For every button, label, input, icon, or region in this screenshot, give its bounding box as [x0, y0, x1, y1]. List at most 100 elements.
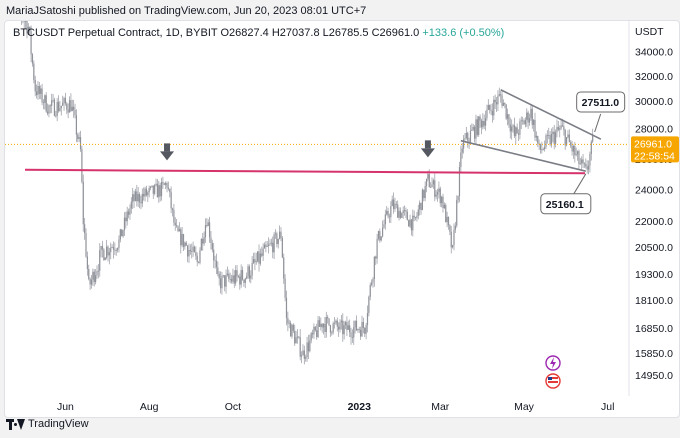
candle-body	[148, 187, 150, 193]
candle-body	[101, 246, 104, 250]
candle-body	[121, 229, 123, 237]
candle-body	[137, 194, 139, 202]
candle-body	[110, 247, 112, 253]
candle-body	[48, 105, 50, 114]
candle-body	[465, 132, 467, 138]
candle-body	[165, 183, 167, 185]
candle-body	[498, 94, 500, 96]
candle-body	[169, 188, 171, 193]
candle-body	[307, 342, 310, 352]
candle-body	[292, 324, 294, 331]
candle-body	[559, 128, 561, 130]
candle-body	[428, 174, 430, 187]
candle-body	[53, 99, 56, 116]
candle-body	[362, 322, 364, 328]
candle-body	[484, 117, 487, 126]
candle-body	[384, 214, 386, 225]
candle-body	[51, 100, 53, 106]
candle-body	[583, 163, 586, 165]
candle-body	[92, 271, 94, 280]
candle-body	[118, 239, 120, 249]
candle-body	[239, 276, 241, 285]
candle-body	[350, 332, 352, 338]
last-price-tag-bg	[631, 136, 679, 163]
candle-body	[203, 237, 205, 244]
x-tick-label: May	[514, 401, 535, 413]
candle-body	[316, 330, 318, 337]
candle-body	[435, 194, 437, 197]
candle-body	[272, 242, 274, 253]
candle-body	[276, 233, 278, 245]
candle-body	[178, 229, 180, 232]
candle-body	[259, 253, 261, 264]
price-chart[interactable]: USDT34000.032000.030000.028000.026000.02…	[5, 21, 679, 417]
candle-body	[215, 260, 218, 268]
candle-body	[96, 271, 98, 276]
candle-body	[112, 247, 115, 250]
high-value: H27037.8	[271, 27, 320, 39]
candle-body	[539, 143, 542, 150]
candle-body	[119, 229, 121, 240]
candle-body	[26, 21, 28, 34]
candle-body	[527, 112, 529, 123]
candle-body	[320, 323, 322, 327]
candle-body	[37, 85, 39, 96]
candle-body	[273, 234, 275, 253]
candle-body	[244, 278, 246, 283]
candle-body	[78, 137, 80, 139]
last-price-value: 26961.0	[634, 138, 672, 150]
candle-body	[339, 322, 341, 330]
candles	[21, 21, 594, 365]
callout-lower-pointer	[573, 173, 587, 195]
candle-body	[541, 149, 543, 151]
candle-body	[555, 132, 557, 144]
candle-body	[122, 230, 124, 237]
candle-body	[502, 102, 505, 106]
candle-body	[310, 333, 312, 341]
candle-body	[449, 225, 451, 232]
candle-body	[317, 320, 319, 337]
candle-body	[575, 154, 577, 156]
y-tick-label: 14950.0	[635, 370, 673, 382]
candle-body	[262, 248, 264, 256]
candle-body	[424, 186, 426, 199]
candle-body	[200, 239, 202, 251]
candle-body	[531, 108, 533, 125]
candle-body	[257, 251, 259, 262]
candle-body	[66, 103, 68, 110]
x-tick-label: Jun	[57, 401, 74, 413]
candle-body	[191, 251, 193, 253]
candle-body	[189, 249, 191, 252]
candle-body	[460, 152, 462, 167]
candle-body	[170, 192, 172, 209]
candle-body	[329, 325, 332, 333]
candle-body	[274, 233, 277, 235]
footer-brand-text: TradingView	[28, 418, 89, 430]
candle-body	[252, 259, 255, 263]
candle-body	[509, 124, 511, 132]
candle-body	[515, 127, 517, 136]
candle-body	[261, 253, 263, 256]
candle-body	[116, 248, 119, 251]
candle-body	[57, 101, 60, 111]
candle-body	[188, 249, 190, 257]
candle-body	[335, 320, 337, 323]
candle-body	[403, 210, 406, 212]
candle-body	[476, 119, 478, 135]
candle-body	[295, 337, 297, 344]
candle-body	[520, 120, 522, 122]
candle-body	[495, 102, 498, 105]
candle-body	[166, 183, 168, 188]
chart-panel[interactable]: USDT34000.032000.030000.028000.026000.02…	[4, 20, 680, 418]
candle-body	[97, 270, 99, 272]
candle-body	[222, 275, 224, 277]
candle-body	[409, 219, 411, 227]
candle-body	[269, 243, 271, 245]
candle-body	[217, 267, 219, 274]
candle-body	[372, 279, 374, 283]
candle-body	[557, 127, 559, 130]
candle-body	[401, 213, 403, 218]
candle-body	[243, 279, 245, 283]
candle-body	[364, 327, 366, 334]
candle-body	[434, 180, 436, 197]
